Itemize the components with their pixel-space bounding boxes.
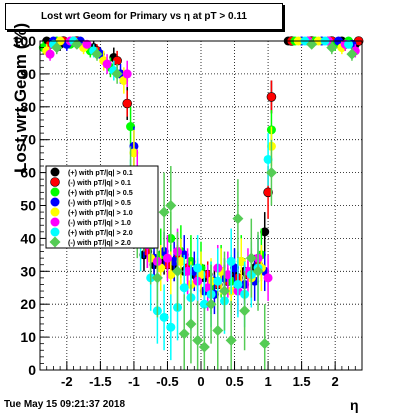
legend-label: (+) with pT/|q| > 1.0 [68, 208, 133, 217]
legend-label: (+) with pT/|q| > 0.5 [68, 188, 133, 197]
legend-label: (-) with pT/|q| > 0.1 [68, 178, 131, 187]
legend-marker [50, 177, 60, 187]
data-point [166, 322, 176, 332]
y-tick-label: 100 [13, 33, 37, 49]
x-tick-label: -0.5 [156, 374, 178, 389]
data-point [259, 338, 271, 350]
data-point [159, 312, 169, 322]
data-point [223, 270, 233, 280]
legend-marker [50, 167, 60, 177]
x-tick-label: 1 [264, 374, 271, 389]
x-tick-label: 0 [197, 374, 204, 389]
data-point [51, 42, 63, 54]
legend-marker [50, 197, 60, 207]
y-tick-label: 30 [20, 263, 36, 279]
data-point [205, 298, 217, 310]
data-point [151, 272, 163, 284]
data-point [169, 256, 179, 266]
data-point [344, 39, 354, 49]
data-point [218, 285, 230, 297]
data-series [38, 36, 364, 370]
axes: -2 -1.5 -1 -0.5 0 0.5 1 1.5 20102030405060708090… [13, 33, 363, 389]
data-point [266, 92, 277, 102]
data-point [172, 265, 184, 277]
data-point [260, 227, 270, 237]
data-point [236, 256, 246, 266]
data-point [306, 38, 318, 50]
legend-label: (-) with pT/|q| > 2.0 [68, 238, 131, 247]
y-tick-label: 80 [20, 99, 36, 115]
data-point [239, 305, 251, 317]
x-tick-label: 1.5 [293, 374, 311, 389]
data-point [226, 256, 236, 266]
data-point [193, 263, 203, 273]
y-tick-label: 70 [20, 132, 36, 148]
legend-label: (-) with pT/|q| > 1.0 [68, 218, 131, 227]
data-point [263, 154, 273, 164]
legend-label: (-) with pT/|q| > 0.5 [68, 198, 131, 207]
data-point [165, 200, 177, 211]
data-point [346, 48, 358, 60]
legend-label: (+) with pT/|q| > 2.0 [68, 228, 133, 237]
data-point [213, 276, 223, 286]
y-tick-label: 10 [20, 329, 36, 345]
data-point [82, 39, 92, 49]
data-point [198, 341, 210, 353]
data-point [45, 49, 55, 59]
x-axis-label: η [350, 397, 359, 413]
data-point [192, 334, 204, 346]
y-tick-label: 0 [28, 362, 36, 378]
data-point [122, 98, 133, 109]
legend-marker [50, 217, 60, 227]
x-tick-label: 0.5 [226, 374, 244, 389]
data-point [199, 299, 209, 309]
series-8 [51, 38, 358, 370]
timestamp-footer: Tue May 15 09:21:37 2018 [4, 399, 126, 410]
legend-marker [50, 207, 60, 217]
data-point [225, 334, 237, 346]
data-point [179, 283, 189, 293]
data-point [233, 279, 243, 289]
legend-marker [49, 236, 61, 248]
data-point [183, 266, 193, 276]
data-point [252, 265, 264, 277]
y-tick-label: 20 [20, 296, 36, 312]
y-tick-label: 50 [20, 198, 36, 214]
chart-title: Lost wrt Geom for Primary vs η at pT > 0… [41, 11, 247, 22]
data-point [245, 252, 257, 264]
y-tick-label: 40 [20, 230, 36, 246]
y-tick-label: 60 [20, 165, 36, 181]
title-box: Lost wrt Geom for Primary vs η at pT > 0… [5, 3, 283, 30]
data-point [263, 187, 273, 198]
data-point [326, 42, 338, 54]
data-point [111, 68, 123, 80]
data-point [122, 69, 132, 79]
data-point [129, 148, 139, 158]
data-point [126, 122, 136, 132]
x-tick-label: 2 [332, 374, 339, 389]
data-point [102, 59, 112, 69]
legend-box [45, 165, 159, 249]
data-point [178, 328, 190, 340]
data-point [232, 213, 244, 225]
data-point [185, 318, 197, 330]
data-point [91, 48, 103, 60]
legend-marker [50, 187, 60, 197]
x-tick-label: -1 [128, 374, 140, 389]
y-tick-label: 90 [20, 66, 36, 82]
legend-marker [50, 227, 60, 237]
data-point [158, 206, 170, 218]
data-point [162, 253, 172, 263]
legend-label: (+) with pT/|q| > 0.1 [68, 168, 133, 177]
x-tick-label: -2 [61, 374, 73, 389]
legend: (+) with pT/|q| > 0.1(-) with pT/|q| > 0… [45, 165, 159, 249]
data-point [212, 325, 224, 337]
x-tick-label: -1.5 [89, 374, 111, 389]
data-point [71, 38, 83, 50]
y-axis-label: Lost wrt Geom (%) [11, 22, 30, 173]
data-point [265, 167, 277, 179]
data-point [263, 273, 273, 283]
data-point [176, 256, 186, 266]
